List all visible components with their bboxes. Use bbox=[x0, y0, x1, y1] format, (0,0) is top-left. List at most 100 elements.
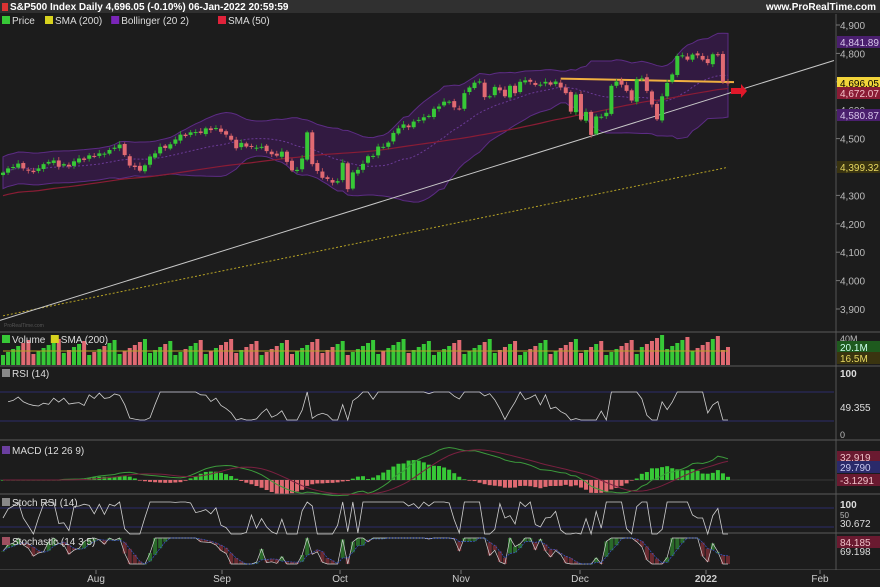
candle-body bbox=[715, 54, 720, 56]
volume-bar bbox=[401, 339, 406, 365]
candle-body bbox=[619, 80, 624, 85]
month-label: Nov bbox=[452, 574, 470, 585]
candle-body bbox=[366, 156, 371, 163]
macd-histogram-bar bbox=[366, 479, 371, 480]
macd-line bbox=[3, 446, 729, 497]
macd-histogram-bar bbox=[249, 480, 254, 485]
volume-bar bbox=[274, 346, 279, 365]
stoch-fill bbox=[274, 559, 279, 564]
macd-histogram-bar bbox=[538, 480, 543, 489]
volume-legend-label: Volume bbox=[12, 335, 46, 346]
candle-body bbox=[589, 111, 594, 135]
volume-bar bbox=[234, 353, 239, 365]
macd-histogram-bar bbox=[244, 480, 249, 483]
macd-histogram-bar bbox=[335, 480, 340, 483]
tag-macd3: -3.1291 bbox=[840, 476, 874, 487]
macd-histogram-bar bbox=[523, 480, 528, 486]
stoch-fill bbox=[31, 546, 36, 557]
candle-body bbox=[726, 82, 730, 84]
macd-histogram-bar bbox=[300, 480, 305, 490]
candle-body bbox=[122, 143, 127, 156]
stochrsi-mid-label: 50 bbox=[840, 511, 849, 520]
volume-bar bbox=[431, 355, 436, 365]
macd-histogram-bar bbox=[122, 476, 127, 480]
volume-bar bbox=[289, 354, 294, 365]
candle-body bbox=[300, 158, 305, 170]
candle-body bbox=[700, 55, 705, 60]
macd-histogram-bar bbox=[350, 478, 355, 480]
volume-bar bbox=[239, 350, 244, 365]
volume-bar bbox=[203, 354, 208, 365]
candle-body bbox=[660, 96, 665, 121]
tag-stochrsi: 30.672 bbox=[840, 519, 871, 530]
macd-histogram-bar bbox=[127, 476, 132, 480]
header-brand: www.ProRealTime.com bbox=[765, 2, 876, 13]
candle-body bbox=[41, 164, 46, 169]
macd-histogram-bar bbox=[386, 469, 391, 480]
stoch-fill bbox=[563, 556, 568, 563]
candle-body bbox=[127, 156, 132, 166]
volume-bar bbox=[639, 347, 644, 365]
volume-bar bbox=[26, 340, 31, 365]
macd-histogram-bar bbox=[148, 480, 153, 482]
candle-body bbox=[229, 135, 234, 140]
stoch-fill bbox=[259, 549, 264, 560]
volume-bar bbox=[589, 347, 594, 365]
candle-body bbox=[680, 55, 685, 57]
volume-bar bbox=[41, 348, 46, 365]
candle-body bbox=[77, 158, 82, 163]
macd-signal-line bbox=[3, 449, 729, 495]
macd-histogram-bar bbox=[112, 476, 117, 480]
volume-bar bbox=[46, 345, 51, 365]
candle-body bbox=[6, 168, 11, 173]
volume-bar bbox=[660, 335, 665, 365]
volume-bar bbox=[71, 347, 76, 365]
volume-bar bbox=[421, 344, 426, 365]
stoch-fill bbox=[295, 562, 300, 564]
candle-body bbox=[264, 145, 269, 152]
volume-bar bbox=[720, 350, 725, 365]
volume-bar bbox=[644, 344, 649, 365]
tag-bb-upper-bg bbox=[837, 36, 880, 48]
volume-bar bbox=[710, 339, 715, 365]
candle-body bbox=[695, 53, 700, 56]
macd-histogram-bar bbox=[234, 478, 239, 480]
rsi-legend-label: RSI (14) bbox=[12, 369, 49, 380]
volume-bar bbox=[66, 350, 71, 365]
stoch-fill bbox=[77, 548, 82, 550]
volume-bar bbox=[355, 349, 360, 365]
tag-bb-upper: 4,841.89 bbox=[840, 38, 879, 49]
stoch-fill bbox=[487, 542, 492, 556]
price-legend-label: Price bbox=[12, 16, 35, 27]
volume-bar bbox=[467, 351, 472, 365]
stoch-fill bbox=[720, 555, 725, 564]
candle-body bbox=[244, 143, 249, 147]
candle-body bbox=[644, 77, 649, 91]
candle-body bbox=[56, 160, 61, 167]
volume-bar bbox=[183, 349, 188, 365]
candle-body bbox=[153, 153, 158, 158]
candle-body bbox=[315, 163, 320, 171]
macd-histogram-bar bbox=[325, 480, 330, 484]
candle-body bbox=[670, 74, 675, 82]
volume-bar bbox=[670, 346, 675, 365]
volume-bar bbox=[442, 349, 447, 365]
price-legend-swatch bbox=[111, 16, 120, 24]
volume-bar bbox=[366, 343, 371, 365]
candle-body bbox=[1, 172, 5, 175]
candle-body bbox=[599, 116, 604, 118]
tag-price-bg bbox=[837, 77, 880, 89]
macd-histogram-bar bbox=[705, 473, 710, 480]
tag-stoch2: 69.198 bbox=[840, 547, 871, 558]
macd-histogram-bar bbox=[396, 463, 401, 480]
price-tick-label: 4,100 bbox=[840, 248, 865, 259]
macd-histogram-bar bbox=[655, 468, 660, 480]
macd-histogram-bar bbox=[137, 480, 142, 481]
stoch-fill bbox=[523, 538, 528, 542]
volume-bar bbox=[36, 351, 41, 365]
volume-bar bbox=[477, 345, 482, 365]
volume-bar bbox=[153, 350, 158, 365]
volume-bar bbox=[629, 340, 634, 365]
candle-body bbox=[553, 81, 558, 85]
macd-histogram-bar bbox=[153, 480, 158, 483]
